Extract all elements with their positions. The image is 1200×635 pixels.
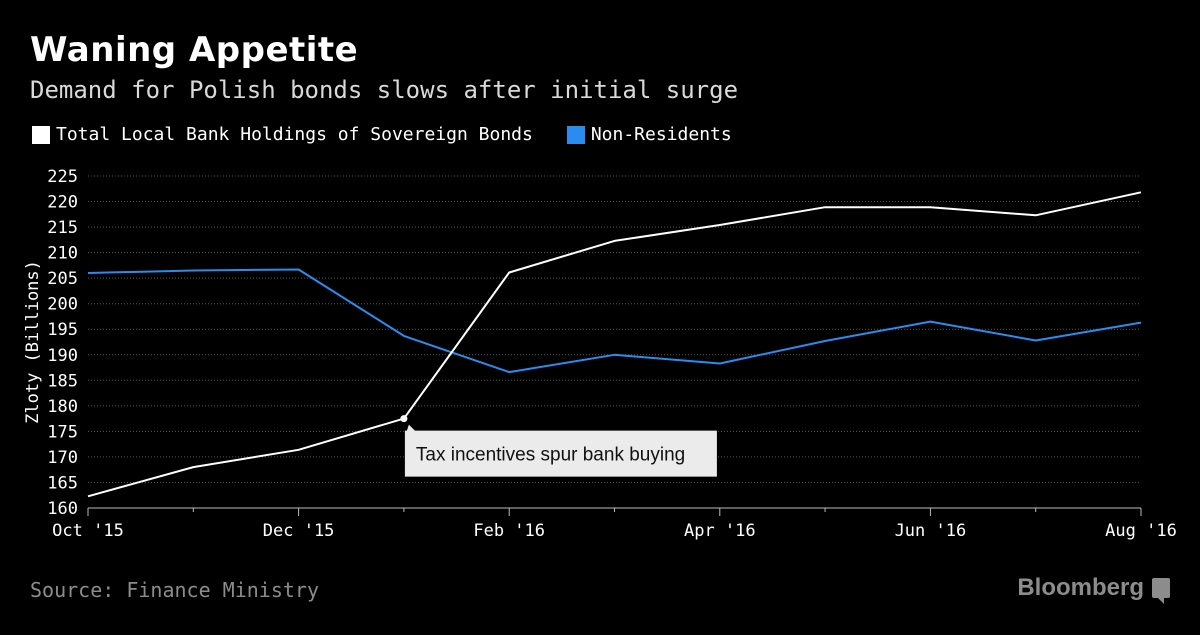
brand-logo: Bloomberg xyxy=(1017,574,1170,604)
y-axis-title: Zloty (Billions) xyxy=(23,260,43,424)
y-tick-label: 225 xyxy=(47,167,78,187)
legend-swatch-white xyxy=(32,125,50,144)
source-note: Source: Finance Ministry xyxy=(30,578,319,602)
annotation-box xyxy=(404,424,717,477)
y-tick-label: 210 xyxy=(47,244,78,264)
y-tick-label: 165 xyxy=(47,473,78,493)
y-tick-label: 170 xyxy=(47,448,78,468)
legend-label: Total Local Bank Holdings of Sovereign B… xyxy=(56,124,533,145)
y-tick-label: 200 xyxy=(47,295,78,315)
x-tick-label: Oct '15 xyxy=(52,521,124,541)
legend-label: Non-Residents xyxy=(590,124,732,145)
x-tick-label: Aug '16 xyxy=(1105,521,1177,541)
legend-swatch-blue xyxy=(566,125,585,144)
chart-subtitle: Demand for Polish bonds slows after init… xyxy=(30,76,739,104)
annotation-marker xyxy=(400,415,408,423)
y-tick-label: 215 xyxy=(47,218,78,238)
x-tick-label: Feb '16 xyxy=(473,521,545,541)
series-line-non-residents xyxy=(87,268,1142,374)
annotation-text: Tax incentives spur bank buying xyxy=(416,445,685,466)
y-tick-label: 175 xyxy=(47,422,78,442)
x-tick-label: Dec '15 xyxy=(263,521,335,541)
y-tick-label: 205 xyxy=(47,269,78,289)
x-tick-label: Jun '16 xyxy=(895,521,967,541)
y-tick-label: 220 xyxy=(47,193,78,213)
x-tick-label: Apr '16 xyxy=(684,521,756,541)
legend: Total Local Bank Holdings of Sovereign B… xyxy=(32,124,766,145)
series-line-total-local-bank xyxy=(87,191,1142,498)
bloomberg-chat-icon xyxy=(1152,578,1170,604)
brand-name: Bloomberg xyxy=(1017,574,1144,601)
y-tick-label: 190 xyxy=(47,346,78,366)
y-tick-label: 180 xyxy=(47,397,78,417)
y-tick-label: 160 xyxy=(47,499,78,519)
y-tick-label: 195 xyxy=(47,320,78,340)
chart-title: Waning Appetite xyxy=(30,30,359,70)
y-tick-label: 185 xyxy=(47,371,78,391)
legend-item-non-residents: Non-Residents xyxy=(566,124,732,145)
legend-item-total-local-bank: Total Local Bank Holdings of Sovereign B… xyxy=(32,124,533,145)
